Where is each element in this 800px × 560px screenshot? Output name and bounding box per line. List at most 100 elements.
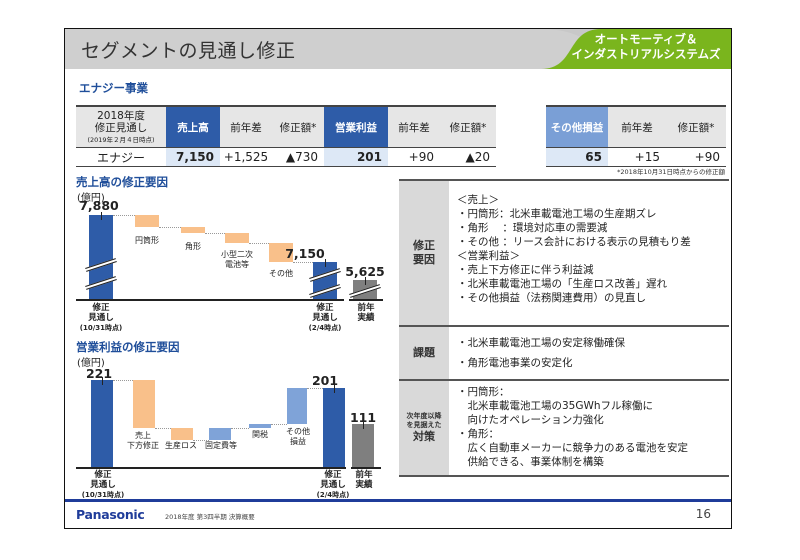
x-label-date: (2/4時点) — [316, 491, 350, 499]
list-item: 北米車載電池工場の35GWhフル稼働に — [457, 400, 654, 412]
step-label: 角形 — [185, 242, 201, 251]
x-label-line: 修正 — [324, 470, 342, 480]
step-label: 電池等 — [225, 260, 249, 269]
connector — [155, 428, 171, 429]
list-item: ・売上下方修正に伴う利益減 — [457, 264, 594, 276]
x-axis — [351, 467, 381, 469]
page-number: 16 — [695, 507, 711, 521]
connector — [271, 424, 287, 425]
step-bar-cylindrical — [135, 215, 159, 227]
document-name: 2018年度 第3四半期 決算概要 — [165, 513, 255, 521]
x-label-end: 修正 見通し (2/4時点) — [299, 303, 351, 333]
row-label: 修正 要因 — [399, 181, 449, 325]
footer-divider — [65, 499, 731, 502]
start-value: 221 — [85, 366, 113, 381]
end-value: 201 — [311, 373, 339, 388]
value-yoy: +1,525 — [220, 147, 272, 167]
row-label-line: 対策 — [413, 430, 435, 443]
row-body: ・北米車載電池工場の安定稼働確保 ・角形電池事業の安定化 — [449, 327, 729, 379]
x-label-line: 実績 — [355, 480, 373, 490]
section-title: エナジー事業 — [79, 81, 148, 95]
corner-date: (2019年２月４日時点) — [87, 136, 155, 144]
header-revision: 修正額* — [272, 105, 324, 148]
chart-unit: (億円) — [77, 358, 105, 369]
step-label: 損益 — [290, 437, 306, 446]
tick — [363, 421, 364, 429]
chart-title: 営業利益の修正要因 — [76, 340, 180, 354]
step-label: 関税 — [252, 430, 268, 439]
x-label-line: 修正 — [316, 303, 334, 313]
x-label-line: 見通し — [88, 313, 114, 323]
tick — [334, 385, 335, 393]
connector — [307, 388, 323, 389]
brand-logo: Panasonic — [76, 507, 145, 522]
step-label: その他 — [286, 427, 310, 436]
chart-title: 売上高の修正要因 — [76, 175, 168, 189]
x-label-line: 実績 — [357, 313, 375, 323]
prior-value: 111 — [349, 410, 377, 425]
row-label: エナジー — [76, 147, 166, 167]
step-bar-tariff — [249, 424, 271, 428]
tick — [101, 212, 102, 220]
other-income-table: その他損益 前年差 修正額* 65 +15 +90 — [546, 105, 726, 167]
step-bar-small-batteries — [225, 233, 249, 243]
x-axis — [76, 299, 344, 301]
panel-row-measures: 次年度以降 を見据えた 対策 ・円筒形： 北米車載電池工場の35GWhフル稼働に… — [399, 379, 729, 477]
list-item: ＜売上＞ — [457, 194, 499, 206]
list-item: ・角形電池事業の安定化 — [457, 357, 573, 369]
step-bar-other — [269, 243, 293, 262]
step-bar-prismatic — [181, 227, 205, 233]
header-operating-profit: 営業利益 — [324, 105, 388, 148]
value-yoy-2: +90 — [388, 147, 440, 167]
segment-tab: オートモーティブ＆ インダストリアルシステムズ — [541, 29, 731, 69]
x-label-end: 修正 見通し (2/4時点) — [307, 470, 359, 500]
header-other-income: その他損益 — [546, 105, 608, 148]
tick — [102, 377, 103, 385]
row-label-line: 次年度以降 — [406, 412, 442, 420]
step-bar-fixed-cost — [209, 428, 231, 440]
list-item: 広く自動車メーカーに競争力のある電池を安定 — [457, 442, 688, 454]
header-sales: 売上高 — [166, 105, 220, 148]
connector — [231, 428, 249, 429]
segment-tab-line2: インダストリアルシステムズ — [571, 47, 721, 61]
header-yoy: 前年差 — [220, 105, 272, 148]
chart-unit: (億円) — [77, 193, 105, 204]
x-label-prior: 前年 実績 — [349, 470, 379, 490]
corner-year: 2018年度 — [97, 110, 145, 122]
table-row: 65 +15 +90 — [546, 147, 726, 167]
connector — [113, 380, 133, 381]
x-label-prior: 前年 実績 — [351, 303, 381, 323]
list-item: ・その他損益（法務関連費用）の見直し — [457, 292, 646, 304]
segment-tab-line1: オートモーティブ＆ — [594, 32, 698, 46]
row-body: ・円筒形： 北米車載電池工場の35GWhフル稼働に 向けたオペレーション力強化 … — [449, 381, 729, 475]
step-bar-other-income — [287, 388, 307, 424]
x-label-start: 修正 見通し (10/31時点) — [77, 470, 129, 500]
list-item: ・角形 ：環境対応車の需要減 — [457, 222, 608, 234]
list-item: ・角形： — [457, 428, 499, 440]
connector — [193, 440, 209, 441]
connector — [205, 233, 225, 234]
segment-tab-shape-icon — [541, 29, 731, 69]
x-axis — [76, 467, 346, 469]
value-revision: ▲730 — [272, 147, 324, 167]
connector — [159, 227, 181, 228]
step-bar-sales-decrease — [133, 380, 155, 428]
corner-label: 修正見通し — [94, 122, 148, 134]
x-label-line: 前年 — [357, 303, 375, 313]
panel-row-revision-factors: 修正 要因 ＜売上＞ ・円筒形：北米車載電池工場の生産期ズレ ・角形 ：環境対応… — [399, 179, 729, 325]
value-other-income: 65 — [546, 147, 608, 167]
table-row: エナジー 7,150 +1,525 ▲730 201 +90 ▲20 — [76, 147, 496, 167]
list-item: ・その他 ：リース会計における表示の見積もり差 — [457, 236, 691, 248]
row-body: ＜売上＞ ・円筒形：北米車載電池工場の生産期ズレ ・角形 ：環境対応車の需要減 … — [449, 181, 729, 325]
header-revision-2: 修正額* — [440, 105, 496, 148]
x-label-date: (10/31時点) — [79, 324, 123, 332]
panel-row-issues: 課題 ・北米車載電池工場の安定稼働確保 ・角形電池事業の安定化 — [399, 325, 729, 379]
row-label-line: 要因 — [413, 253, 435, 266]
row-label-line: 修正 — [413, 239, 435, 252]
row-label-line: を見据えた — [406, 421, 442, 429]
step-label: その他 — [269, 269, 293, 278]
list-item: 向けたオペレーション力強化 — [457, 414, 604, 426]
header-revision-3: 修正額* — [666, 105, 726, 148]
row-label-line: 課題 — [413, 346, 435, 359]
x-label-line: 見通し — [312, 313, 338, 323]
